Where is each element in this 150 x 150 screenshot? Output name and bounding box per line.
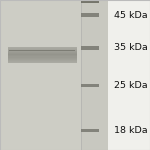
Bar <box>8 46 76 48</box>
Bar <box>8 62 76 63</box>
Text: 35 kDa: 35 kDa <box>114 44 148 52</box>
Bar <box>8 51 76 52</box>
Bar <box>8 49 76 50</box>
Bar <box>8 60 76 61</box>
Bar <box>8 54 76 55</box>
Bar <box>81 84 99 87</box>
Bar <box>8 56 76 57</box>
Bar <box>81 46 99 50</box>
Text: 18 kDa: 18 kDa <box>114 126 148 135</box>
Text: 45 kDa: 45 kDa <box>114 11 148 20</box>
Bar <box>8 50 76 51</box>
Bar <box>81 129 99 132</box>
Text: 25 kDa: 25 kDa <box>114 81 148 90</box>
Bar <box>8 61 76 62</box>
Bar <box>8 57 76 59</box>
Bar <box>0 0 108 150</box>
Bar <box>8 59 76 60</box>
Bar <box>8 55 76 56</box>
Bar <box>9 50 75 51</box>
Bar <box>0 0 81 150</box>
Bar <box>81 13 99 17</box>
Bar <box>8 48 76 49</box>
Bar <box>8 53 76 54</box>
Bar <box>8 52 76 53</box>
Bar <box>81 0 99 3</box>
